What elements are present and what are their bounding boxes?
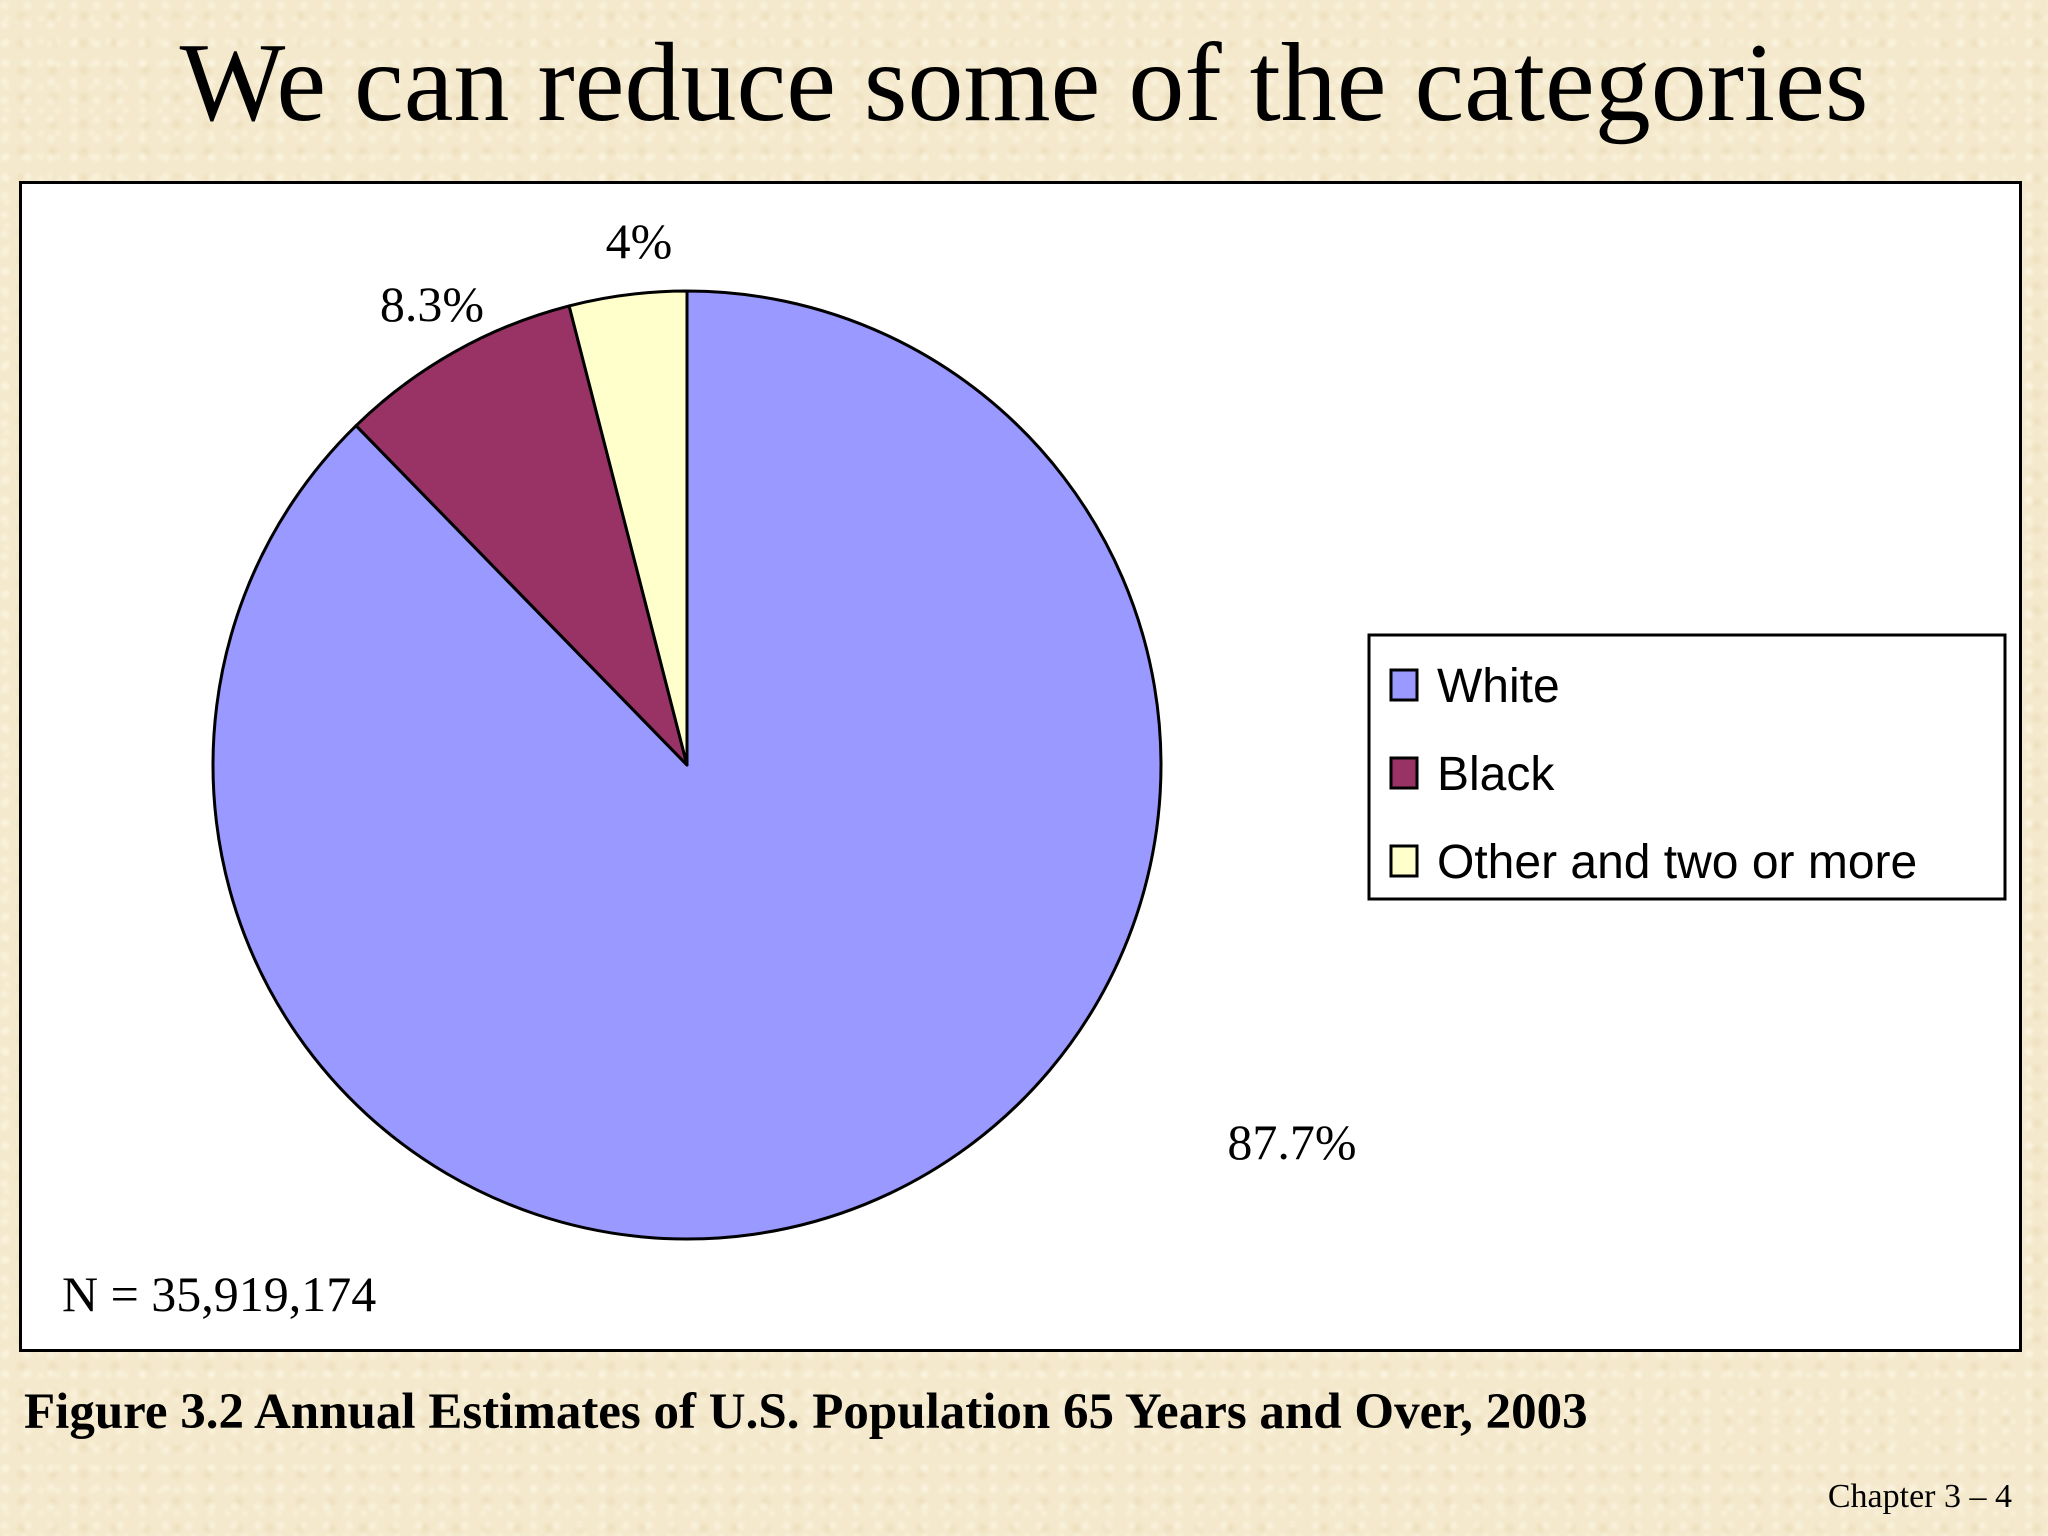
data-label-white: 87.7% bbox=[1227, 1114, 1356, 1170]
legend-label-black: Black bbox=[1437, 748, 1555, 801]
data-label-black: 8.3% bbox=[380, 276, 484, 332]
chart-legend: White Black Other and two or more bbox=[1367, 633, 2007, 901]
legend-label-other-and-two-or-more: Other and two or more bbox=[1437, 836, 1917, 889]
pie-chart: 87.7% 8.3% 4% White Black Other and two or m… bbox=[62, 213, 2007, 1322]
legend-swatch-black bbox=[1389, 756, 1419, 790]
pie-slice-black bbox=[354, 304, 689, 767]
pie-data-labels: 87.7% 8.3% 4% bbox=[380, 213, 1357, 1170]
chapter-page-number: Chapter 3 – 4 bbox=[1827, 1478, 2012, 1515]
slide-title: We can reduce some of the categories bbox=[179, 21, 1869, 145]
legend-label-white: White bbox=[1437, 660, 1560, 713]
figure-caption: Figure 3.2 Annual Estimates of U.S. Popu… bbox=[24, 1384, 1588, 1440]
legend-box bbox=[1367, 633, 2007, 901]
pie-slice-other-and-two-or-more bbox=[567, 289, 689, 767]
data-label-other-and-two-or-more: 4% bbox=[606, 213, 673, 269]
legend-swatch-white bbox=[1389, 668, 1419, 702]
legend-swatch-other-and-two-or-more bbox=[1389, 844, 1419, 878]
pie-chart-panel: 87.7% 8.3% 4% White Black Other and two or m… bbox=[19, 181, 2022, 1352]
sample-size-annotation: N = 35,919,174 bbox=[62, 1266, 376, 1322]
pie-slices bbox=[211, 289, 1163, 1241]
